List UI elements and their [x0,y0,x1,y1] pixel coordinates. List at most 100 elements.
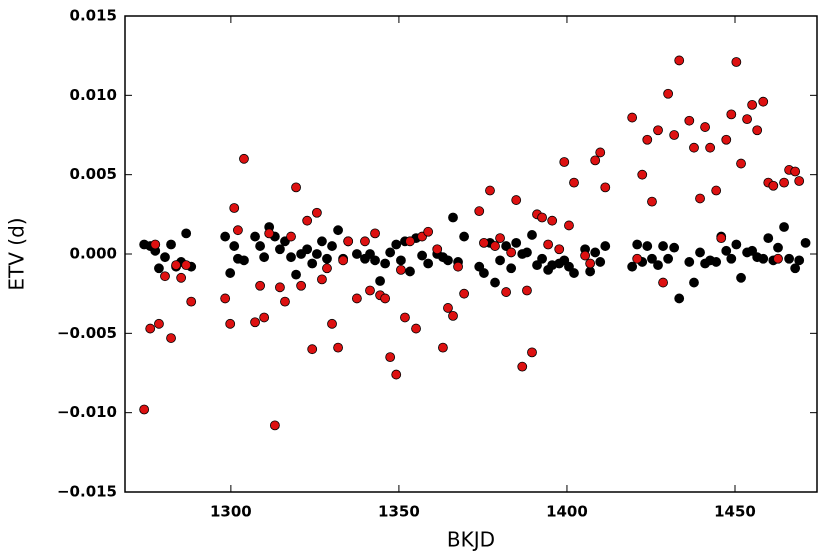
point [255,280,266,291]
point [479,268,489,278]
x-tick-label: 1400 [546,503,588,521]
point [443,255,453,266]
point [375,276,385,286]
point [405,266,415,277]
point [396,255,406,266]
point [333,342,343,353]
point [365,249,375,259]
point [327,318,337,329]
x-axis-label: BKJD [447,528,495,552]
point [784,253,795,264]
point [322,263,332,274]
point [490,277,500,288]
point [726,253,737,264]
point [537,253,547,264]
point [400,312,410,323]
point [302,244,313,255]
point [166,333,176,343]
point [511,195,522,205]
point [150,239,161,250]
point [747,99,758,110]
point [459,231,470,242]
point [559,157,570,167]
point [742,114,752,125]
point [391,369,402,380]
point [731,239,742,250]
point [689,142,699,153]
point [250,231,260,242]
point [459,288,470,299]
point [259,252,270,263]
point [726,109,737,120]
point [658,277,668,288]
point [229,203,240,213]
point [296,280,307,291]
point [758,253,769,264]
point [790,263,801,274]
point [312,207,322,218]
point [239,153,249,164]
point [779,177,789,188]
point [317,236,327,247]
point [145,323,156,334]
y-tick-label: −0.010 [57,403,117,421]
point [171,260,181,271]
point [632,239,643,250]
point [259,312,270,323]
point [658,241,668,251]
plot-frame [124,15,818,493]
point [250,317,260,328]
point [674,55,685,66]
point [385,247,396,258]
point [736,158,746,169]
point [627,112,638,123]
point [695,193,705,204]
y-tick-label: 0.000 [70,245,117,263]
point [600,182,611,193]
point [286,231,296,242]
point [647,253,657,264]
point [758,96,769,107]
point [779,222,789,232]
point [527,347,537,358]
point [166,239,176,250]
point [569,177,579,188]
point [773,253,783,264]
point [154,263,164,274]
point [432,244,443,255]
point [239,255,249,266]
point [794,255,805,266]
point [423,226,434,237]
point [220,231,231,242]
point [506,247,517,258]
point [380,258,391,269]
y-tick-label: 0.015 [70,7,117,25]
point [365,285,375,296]
point [800,237,811,248]
point [569,268,579,278]
point [517,361,528,372]
point [495,233,505,244]
point [580,250,591,261]
point [773,242,783,253]
point [501,287,512,297]
point [255,241,266,251]
point [711,185,722,196]
point [333,225,343,236]
point [590,155,601,166]
point [705,142,716,153]
point [233,225,243,236]
point [448,310,458,321]
point [684,257,695,267]
point [417,250,427,261]
point [391,239,402,250]
point [307,344,318,355]
point [485,185,495,196]
point [511,237,522,248]
point [695,247,705,258]
y-tick-label: 0.010 [70,86,117,104]
point [768,180,779,191]
point [721,245,732,256]
